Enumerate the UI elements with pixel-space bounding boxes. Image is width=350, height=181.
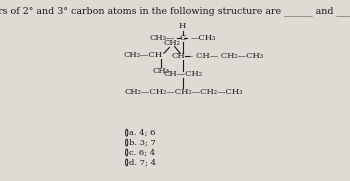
Text: CH— CH₂—CH₃: CH— CH₂—CH₃ xyxy=(196,52,263,60)
Text: d. 7; 4: d. 7; 4 xyxy=(128,158,155,167)
Text: b. 3; 7: b. 3; 7 xyxy=(128,139,155,147)
Text: H: H xyxy=(179,22,187,30)
Text: C: C xyxy=(180,34,186,42)
Text: a. 4; 6: a. 4; 6 xyxy=(128,129,155,137)
Text: —CH₃: —CH₃ xyxy=(191,34,216,42)
Text: The total numbers of 2° and 3° carbon atoms in the following structure are _____: The total numbers of 2° and 3° carbon at… xyxy=(0,7,350,16)
Text: CH₃: CH₃ xyxy=(152,67,169,75)
Text: CH₂—CH₂—CH₂—CH₂—CH₃: CH₂—CH₂—CH₂—CH₂—CH₃ xyxy=(124,88,243,96)
Text: c. 6; 4: c. 6; 4 xyxy=(128,149,155,157)
Text: CH—: CH— xyxy=(172,52,194,60)
Text: CH₂: CH₂ xyxy=(163,39,180,47)
Text: CH₃—: CH₃— xyxy=(149,34,175,42)
Text: CH₃—CH: CH₃—CH xyxy=(124,51,163,59)
Text: CH—CH₂: CH—CH₂ xyxy=(163,70,202,78)
